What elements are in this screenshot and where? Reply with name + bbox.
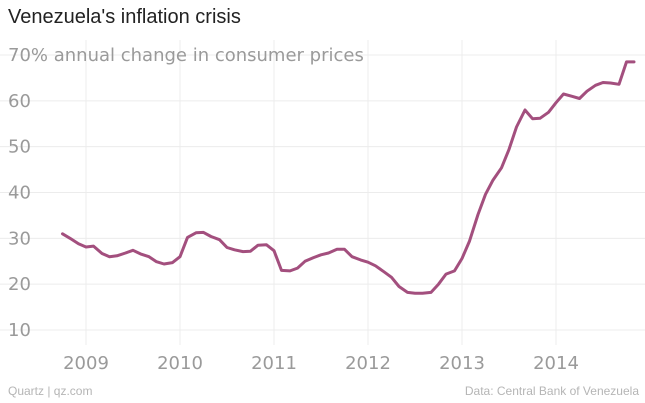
x-tick-label: 2012 xyxy=(345,353,391,374)
y-tick-label: 50 xyxy=(8,137,31,158)
y-tick-label: 70% annual change in consumer prices xyxy=(8,45,364,66)
y-tick-label: 60 xyxy=(8,91,31,112)
credit-label: Quartz | qz.com xyxy=(8,384,93,398)
x-tick-label: 2009 xyxy=(63,353,109,374)
gridlines xyxy=(0,40,645,345)
x-tick-label: 2013 xyxy=(439,353,485,374)
series-group xyxy=(61,60,636,295)
y-axis-ticks: 70% annual change in consumer prices 60 50… xyxy=(8,45,364,341)
source-label: Data: Central Bank of Venezuela xyxy=(464,384,639,398)
x-tick-label: 2014 xyxy=(533,353,579,374)
y-tick-label: 10 xyxy=(8,320,31,341)
x-tick-label: 2011 xyxy=(251,353,297,374)
y-tick-label: 40 xyxy=(8,183,31,204)
x-axis-ticks: 2009 2010 2011 2012 2013 2014 xyxy=(63,353,579,374)
series-line xyxy=(61,60,636,295)
chart-title: Venezuela's inflation crisis xyxy=(8,6,241,28)
y-tick-label: 20 xyxy=(8,274,31,295)
x-tick-label: 2010 xyxy=(157,353,203,374)
y-tick-label: 30 xyxy=(8,228,31,249)
